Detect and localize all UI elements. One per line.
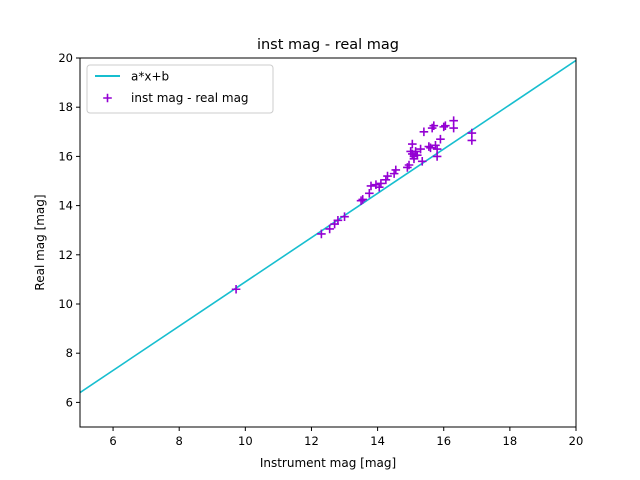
legend-marker	[103, 93, 112, 103]
x-tick-label: 18	[503, 434, 518, 448]
y-tick-label: 18	[58, 100, 73, 114]
scatter-point	[317, 229, 326, 239]
scatter-point	[408, 139, 417, 149]
scatter-point	[376, 179, 386, 188]
scatter-point	[426, 143, 435, 153]
scatter-point	[419, 127, 429, 137]
scatter-point	[381, 175, 391, 185]
y-axis-label: Real mag [mag]	[33, 194, 47, 290]
scatter-point	[358, 195, 368, 204]
plot-area	[80, 59, 576, 394]
scatter-point	[366, 181, 376, 191]
x-tick-label: 12	[304, 434, 319, 448]
scatter-point	[449, 116, 458, 126]
scatter-point	[436, 134, 445, 144]
x-tick-label: 6	[109, 434, 116, 448]
scatter-point	[389, 169, 399, 178]
x-tick-label: 8	[176, 434, 183, 448]
scatter-point	[417, 157, 427, 166]
scatter-point	[411, 147, 420, 156]
y-tick-label: 6	[66, 395, 73, 409]
y-axis-ticks: 6 8 10 12 14 16 18 20	[58, 51, 80, 409]
scatter-point	[391, 165, 401, 175]
fit-line	[80, 59, 576, 394]
y-tick-label: 14	[58, 199, 73, 213]
scatter-point	[439, 122, 449, 132]
scatter-point	[424, 142, 434, 151]
legend-label-fit-line: a*x+b	[131, 70, 169, 84]
scatter-point	[412, 150, 422, 160]
scatter-point	[432, 144, 442, 154]
y-tick-label: 16	[58, 149, 73, 163]
scatter-point	[333, 216, 343, 225]
x-axis-ticks: 6 8 10 12 14 16 18 20	[109, 427, 583, 448]
x-tick-label: 10	[238, 434, 253, 448]
x-axis-label: Instrument mag [mag]	[260, 456, 396, 470]
y-tick-label: 8	[66, 346, 73, 360]
scatter-point	[441, 121, 450, 130]
y-tick-label: 12	[58, 248, 73, 262]
scatter-point	[429, 121, 439, 130]
plot-series	[80, 59, 576, 394]
x-tick-label: 20	[569, 434, 584, 448]
scatter-point	[432, 152, 442, 161]
y-tick-label: 20	[58, 51, 73, 65]
scatter-point	[431, 141, 440, 150]
x-tick-label: 16	[436, 434, 451, 448]
axes-frame	[79, 57, 577, 428]
legend-box	[86, 64, 274, 114]
scatter-point	[383, 171, 392, 181]
x-tick-label: 14	[370, 434, 385, 448]
legend: a*x+b inst mag - real mag	[86, 64, 274, 114]
scatter-point	[404, 160, 414, 170]
chart-title: inst mag - real mag	[257, 37, 399, 53]
scatter-point	[374, 182, 384, 192]
scatter-point	[449, 123, 458, 133]
legend-label-scatter: inst mag - real mag	[131, 91, 249, 105]
scatter-point	[325, 224, 334, 234]
scatter-point	[340, 212, 349, 221]
y-tick-label: 10	[58, 297, 73, 311]
scatter-point	[467, 128, 477, 138]
scatter-point	[231, 284, 241, 294]
scatter-point	[467, 136, 477, 145]
scatter-point	[365, 189, 374, 198]
scatter-point	[356, 196, 366, 205]
scatter-point	[416, 144, 425, 154]
legend-swatch-scatter-marker	[103, 93, 112, 103]
